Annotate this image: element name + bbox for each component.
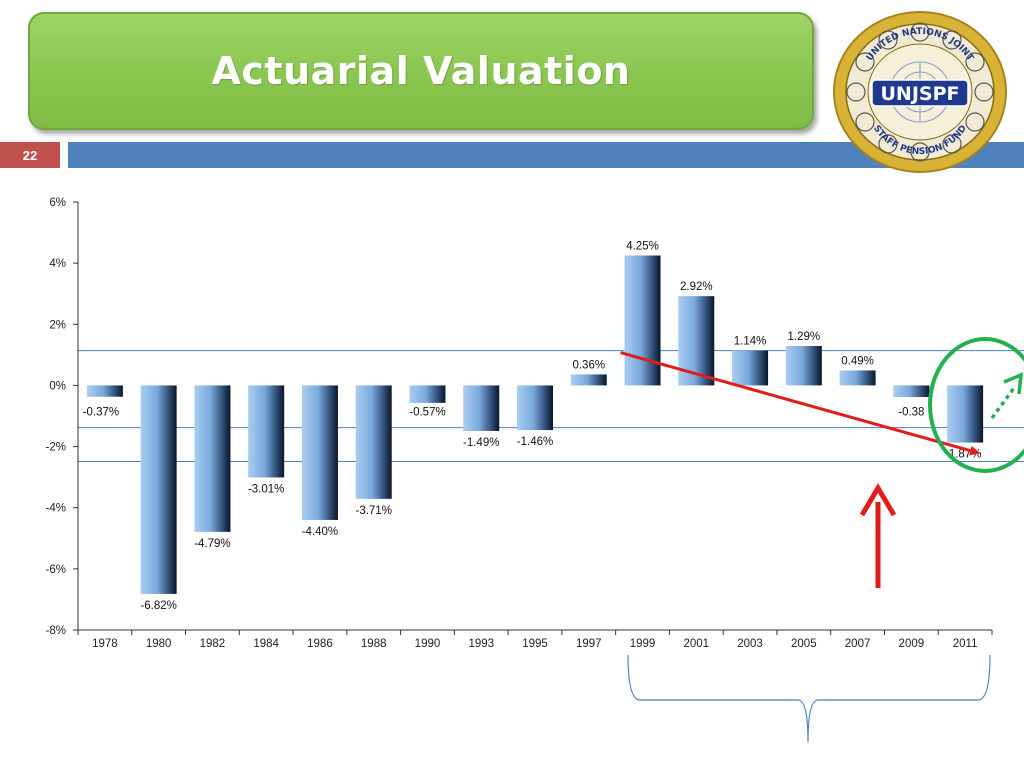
y-tick-label: -2% [46,442,66,454]
data-label-1982: -4.79% [194,538,230,550]
x-tick-label: 1988 [361,638,387,650]
data-label-1980: -6.82% [140,600,176,612]
data-label-1993: -1.49% [463,437,499,449]
slide-number: 22 [0,142,60,168]
y-tick-label: -8% [46,625,66,637]
data-label-1995: -1.46% [517,436,553,448]
bar-1993 [463,385,500,431]
x-tick-label: 1980 [146,638,172,650]
y-tick-label: 0% [49,380,66,392]
data-label-2009: -0.38 [898,406,924,418]
data-label-1990: -0.57% [409,406,445,418]
bar-1995 [517,385,553,431]
x-tick-label: 1993 [468,638,494,650]
y-tick-label: 4% [49,258,66,270]
y-tick-label: 6% [49,197,66,209]
x-tick-label: 2001 [683,638,709,650]
bar-1997 [570,374,607,386]
bar-1986 [301,385,338,520]
x-tick-label: 1986 [307,638,333,650]
page-title: Actuarial Valuation [211,49,631,93]
bar-1980 [140,385,177,594]
data-label-1986: -4.40% [302,526,338,538]
bar-2001 [678,296,715,386]
title-banner: Actuarial Valuation [28,12,814,130]
bar-1990 [409,385,446,403]
bar-1982 [194,385,231,532]
bar-2003 [732,350,769,386]
bar-1988 [355,385,392,499]
data-label-1999: 4.25% [626,241,659,253]
x-tick-label: 1978 [92,638,118,650]
data-label-1988: -3.71% [355,505,391,517]
bar-1984 [248,385,285,478]
data-label-1978: -0.37% [83,406,119,418]
data-label-2001: 2.92% [680,281,713,293]
data-label-2005: 1.29% [788,331,821,343]
bar-1999 [624,255,661,386]
data-label-1997: 0.36% [572,359,605,371]
green-arrow-head [1003,372,1024,395]
red-up-arrow-head [859,483,897,517]
x-tick-label: 2007 [845,638,871,650]
y-tick-label: 2% [49,319,66,331]
x-tick-label: 2009 [899,638,925,650]
x-tick-label: 1999 [630,638,656,650]
x-tick-label: 1984 [253,638,279,650]
green-dotted-arrow [990,386,1016,420]
bar-1978 [86,385,123,397]
x-tick-label: 2003 [737,638,763,650]
logo-text: UNJSPF [881,83,960,105]
x-tick-label: 2011 [953,638,978,650]
bar-2011 [947,385,984,443]
bar-2009 [893,385,930,398]
annotations [620,337,1024,743]
data-label-2007: 0.49% [841,355,874,367]
x-tick-label: 1990 [415,638,441,650]
bar-2007 [839,370,876,386]
y-tick-label: -4% [46,503,66,515]
trend-arrow [620,351,981,456]
data-label-1984: -3.01% [248,483,284,495]
axes: 6% 4% 2% 0% -2% -4% -6% -8% 1978 1980 1982 1984 1986… [46,197,993,650]
green-circle [928,337,1024,473]
bars [86,255,984,594]
x-tick-label: 1997 [576,638,602,650]
y-tick-label: -6% [46,564,66,576]
unjspf-logo: UNITED NATIONS JOINT STAFF PENSION FUND … [833,11,1007,173]
x-tick-label: 1982 [200,638,226,650]
x-tick-label: 2005 [791,638,817,650]
bar-2005 [785,345,822,386]
brace-1999-2011 [627,654,991,743]
data-label-2003: 1.14% [734,336,767,348]
x-tick-label: 1995 [522,638,548,650]
